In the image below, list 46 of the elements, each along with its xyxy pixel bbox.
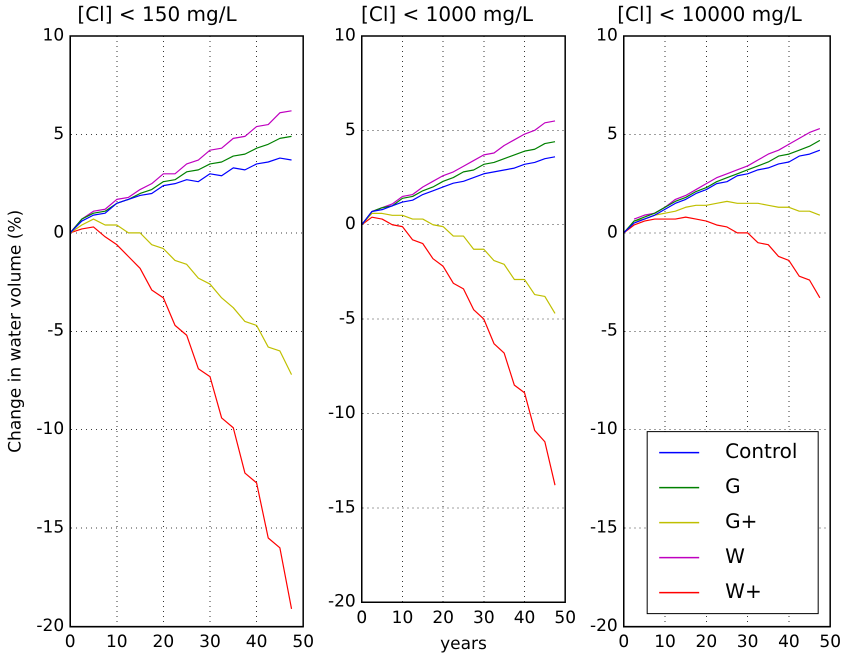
x-tick-label: 40 — [514, 608, 536, 628]
x-tick-label: 20 — [152, 632, 174, 652]
x-tick-label: 20 — [432, 608, 454, 628]
x-tick-label: 30 — [472, 608, 495, 628]
y-tick-label: 10 — [596, 25, 618, 46]
chart-title: [Cl] < 10000 mg/L — [617, 2, 803, 26]
x-tick-label: 20 — [696, 632, 718, 652]
x-tick-label: 50 — [554, 608, 576, 628]
x-tick-label: 40 — [778, 632, 800, 652]
y-axis-title: Change in water volume (%) — [6, 210, 26, 453]
y-tick-label: 0 — [606, 222, 618, 242]
y-tick-label: 0 — [344, 214, 356, 234]
x-tick-label: 30 — [736, 632, 758, 652]
y-tick-label: -15 — [328, 497, 356, 518]
x-tick-label: 50 — [819, 632, 842, 652]
y-tick-label: 0 — [53, 222, 64, 242]
y-tick-label: -20 — [36, 616, 64, 636]
y-tick-label: -5 — [600, 320, 618, 341]
y-tick-label: -10 — [590, 419, 618, 440]
y-tick-label: -15 — [36, 518, 64, 538]
y-tick-label: -10 — [36, 419, 64, 440]
x-tick-label: 10 — [654, 632, 676, 652]
y-tick-label: 5 — [344, 120, 356, 140]
x-tick-label: 40 — [246, 632, 268, 652]
chart-title: [Cl] < 1000 mg/L — [361, 2, 534, 26]
y-tick-label: 10 — [334, 25, 356, 46]
x-tick-label: 30 — [199, 632, 221, 652]
y-tick-label: -10 — [328, 402, 356, 423]
y-tick-label: -5 — [338, 308, 356, 329]
y-tick-label: -15 — [590, 518, 618, 538]
y-tick-label: -20 — [328, 592, 356, 612]
y-tick-label: -5 — [47, 320, 64, 341]
x-tick-label: 10 — [106, 632, 128, 652]
legend-label: W — [725, 544, 746, 568]
legend-label: G+ — [725, 508, 758, 533]
chart-title: [Cl] < 150 mg/L — [77, 2, 238, 26]
y-tick-label: -20 — [590, 616, 618, 636]
legend-label: G — [725, 474, 741, 498]
x-tick-label: 50 — [292, 632, 314, 652]
legend-label: W+ — [725, 578, 762, 603]
y-tick-label: 5 — [53, 124, 64, 144]
legend-label: Control — [725, 438, 798, 463]
y-tick-label: 10 — [42, 25, 64, 46]
x-tick-label: 10 — [392, 608, 414, 628]
y-tick-label: 5 — [606, 124, 618, 144]
x-axis-title: years — [440, 634, 488, 654]
